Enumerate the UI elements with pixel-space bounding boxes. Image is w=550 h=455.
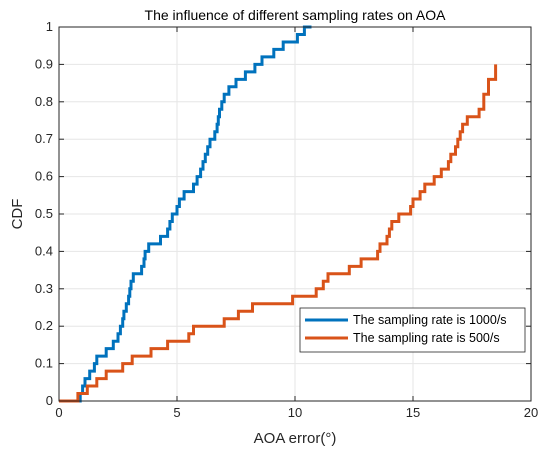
- x-tick-label: 0: [55, 405, 62, 420]
- y-tick-label: 0.3: [35, 281, 53, 296]
- ticks: 0 5 10 15 20 0 0.1 0.2 0.3 0.4 0.5 0.6 0.7 0.8 0.9 1: [35, 19, 538, 420]
- chart-title: The influence of different sampling rate…: [145, 7, 447, 23]
- y-tick-label: 0.6: [35, 169, 53, 184]
- y-tick-label: 0.7: [35, 131, 53, 146]
- x-tick-label: 20: [524, 405, 538, 420]
- legend-label-1000: The sampling rate is 1000/s: [353, 313, 507, 327]
- x-axis-label: AOA error(°): [254, 430, 337, 447]
- legend-label-500: The sampling rate is 500/s: [353, 331, 500, 345]
- y-tick-label: 0.5: [35, 206, 53, 221]
- x-tick-label: 10: [288, 405, 302, 420]
- y-tick-label: 0: [46, 393, 53, 408]
- legend: The sampling rate is 1000/s The sampling…: [299, 307, 526, 353]
- y-tick-label: 0.4: [35, 243, 53, 258]
- y-tick-label: 0.2: [35, 318, 53, 333]
- legend-box: [299, 307, 526, 353]
- y-tick-label: 1: [46, 19, 53, 34]
- y-axis-label: CDF: [9, 199, 26, 230]
- series-line-1: [59, 64, 498, 403]
- y-tick-label: 0.1: [35, 356, 53, 371]
- x-tick-label: 15: [406, 405, 420, 420]
- x-tick-label: 5: [173, 405, 180, 420]
- series-line-0: [59, 25, 312, 403]
- y-tick-label: 0.9: [35, 56, 53, 71]
- series-layer: [59, 25, 498, 403]
- y-tick-label: 0.8: [35, 94, 53, 109]
